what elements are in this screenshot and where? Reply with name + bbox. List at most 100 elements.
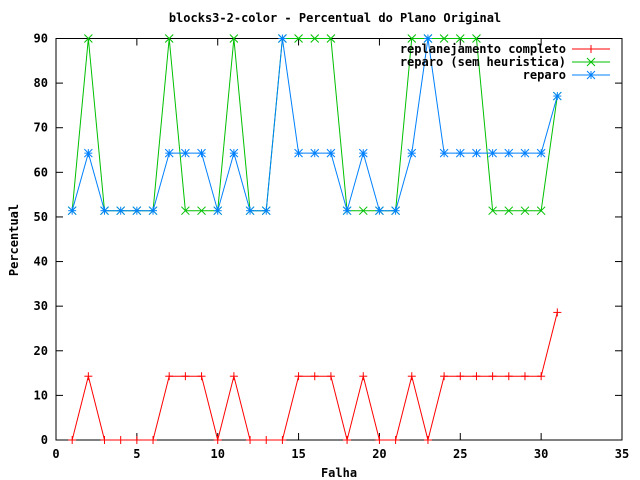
data-point	[455, 34, 465, 43]
data-point	[229, 372, 238, 381]
data-point	[181, 206, 190, 216]
axis-ticks: 0 5 10 15 20 25 30 35 0 10 20 30 40 50 60 70 80 90	[34, 32, 630, 462]
data-point	[488, 148, 497, 158]
data-point	[358, 206, 368, 216]
data-point	[181, 372, 190, 381]
y-tick-label: 10	[34, 388, 48, 402]
data-point	[375, 206, 384, 216]
data-point	[343, 436, 352, 444]
data-point	[310, 148, 320, 158]
legend-label: reparo	[523, 68, 566, 82]
x-tick-label: 30	[534, 447, 548, 461]
data-point	[197, 148, 206, 158]
data-point	[326, 148, 336, 158]
data-point	[165, 372, 174, 381]
data-point	[181, 148, 190, 158]
y-tick-label: 40	[34, 255, 48, 269]
data-point	[68, 436, 77, 444]
data-point	[537, 372, 546, 381]
x-tick-label: 20	[372, 447, 386, 461]
data-point	[504, 372, 513, 381]
y-tick-label: 20	[34, 344, 48, 358]
data-point	[553, 308, 562, 317]
data-point	[359, 372, 368, 381]
data-point	[294, 372, 303, 381]
data-point	[84, 372, 93, 381]
data-point	[439, 34, 449, 43]
data-point	[213, 206, 223, 216]
data-point	[83, 34, 93, 43]
y-tick-label: 0	[41, 433, 48, 447]
legend-marker	[587, 45, 595, 53]
data-point	[326, 372, 335, 381]
data-point	[423, 436, 432, 444]
data-point	[310, 372, 319, 381]
data-point	[116, 436, 125, 444]
y-tick-label: 90	[34, 32, 48, 46]
y-tick-label: 30	[34, 299, 48, 313]
data-point	[375, 436, 384, 444]
data-point	[504, 206, 514, 216]
x-tick-label: 25	[453, 447, 467, 461]
x-tick-label: 10	[210, 447, 224, 461]
data-point	[520, 372, 529, 381]
data-point	[407, 372, 416, 381]
y-tick-label: 80	[34, 76, 48, 90]
data-point	[472, 34, 481, 43]
data-point	[472, 148, 481, 158]
data-point	[407, 148, 417, 158]
data-point	[310, 34, 320, 43]
x-tick-label: 0	[52, 447, 59, 461]
x-tick-label: 35	[615, 447, 629, 461]
data-point	[439, 148, 449, 158]
x-tick-label: 5	[133, 447, 140, 461]
data-point	[197, 372, 206, 381]
data-point	[164, 34, 174, 43]
x-tick-label: 15	[291, 447, 305, 461]
series-layer	[67, 34, 562, 444]
data-point	[423, 34, 433, 43]
data-point	[245, 206, 255, 216]
data-point	[440, 372, 449, 381]
y-tick-label: 70	[34, 121, 48, 135]
data-point	[229, 34, 239, 43]
data-point	[149, 436, 158, 444]
data-point	[229, 148, 239, 158]
data-point	[278, 436, 287, 444]
data-point	[536, 206, 546, 216]
data-point	[488, 372, 497, 381]
data-point	[294, 148, 303, 158]
data-point	[132, 206, 142, 216]
data-point	[100, 206, 109, 216]
data-point	[552, 91, 562, 101]
data-point	[246, 436, 255, 444]
chart-title: blocks3-2-color - Percentual do Plano Or…	[169, 11, 501, 25]
data-point	[148, 206, 158, 216]
data-point	[213, 436, 222, 444]
data-point	[407, 34, 417, 43]
x-axis-label: Falha	[321, 466, 357, 480]
data-point	[262, 436, 271, 444]
legend-marker	[586, 70, 596, 80]
data-point	[132, 436, 141, 444]
data-point	[278, 34, 287, 43]
data-point	[197, 206, 206, 216]
y-tick-label: 60	[34, 165, 48, 179]
data-point	[261, 206, 271, 216]
data-point	[326, 34, 336, 43]
y-tick-label: 50	[34, 210, 48, 224]
data-point	[294, 34, 303, 43]
data-point	[472, 372, 481, 381]
legend-marker	[586, 57, 596, 67]
data-point	[100, 436, 109, 444]
data-point	[456, 372, 465, 381]
data-point	[520, 206, 530, 216]
data-point	[455, 148, 465, 158]
data-point	[67, 206, 77, 216]
legend-label: replanejamento completo	[400, 42, 566, 56]
data-point	[391, 436, 400, 444]
data-point	[520, 148, 530, 158]
